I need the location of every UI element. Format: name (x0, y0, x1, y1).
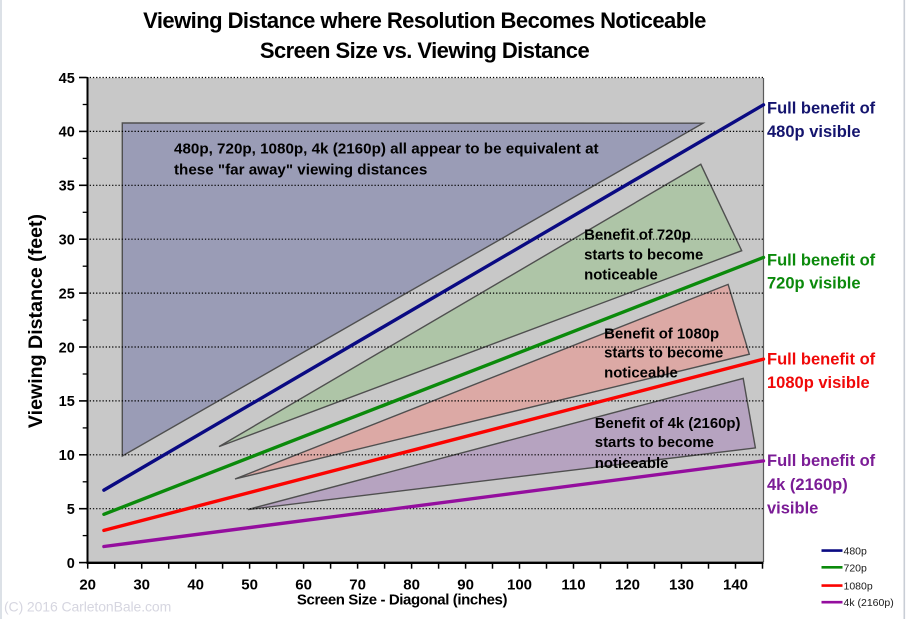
svg-text:Benefit of 4k (2160p): Benefit of 4k (2160p) (595, 416, 741, 432)
svg-text:Full benefit of: Full benefit of (767, 351, 876, 369)
svg-text:30: 30 (133, 577, 150, 594)
svg-text:10: 10 (59, 448, 75, 464)
svg-text:Full benefit of: Full benefit of (767, 252, 876, 270)
svg-text:noticeable: noticeable (604, 365, 678, 381)
svg-text:Viewing Distance where Resolut: Viewing Distance where Resolution Become… (143, 8, 706, 33)
svg-text:60: 60 (295, 577, 312, 594)
svg-text:80: 80 (403, 577, 420, 594)
svg-text:90: 90 (457, 577, 474, 594)
svg-text:480p visible: 480p visible (767, 123, 861, 141)
svg-text:480p: 480p (844, 546, 868, 558)
svg-text:1080p: 1080p (844, 581, 873, 593)
svg-text:20: 20 (59, 340, 75, 356)
svg-text:Screen Size - Diagonal (inches: Screen Size - Diagonal (inches) (297, 592, 508, 609)
svg-text:20: 20 (79, 577, 96, 594)
svg-text:40: 40 (187, 577, 204, 594)
svg-text:Benefit of 720p: Benefit of 720p (584, 228, 691, 244)
svg-text:Screen Size vs. Viewing Distan: Screen Size vs. Viewing Distance (260, 38, 590, 63)
svg-text:(C) 2016 CarletonBale.com: (C) 2016 CarletonBale.com (4, 599, 171, 615)
svg-text:720p visible: 720p visible (767, 275, 861, 293)
svg-text:Viewing Distance (feet): Viewing Distance (feet) (25, 214, 47, 428)
svg-text:480p, 720p, 1080p, 4k (2160p): 480p, 720p, 1080p, 4k (2160p) all appear… (174, 141, 599, 158)
svg-text:100: 100 (507, 577, 532, 594)
svg-text:these "far away" viewing dista: these "far away" viewing distances (174, 161, 427, 178)
svg-text:Benefit of 1080p: Benefit of 1080p (604, 327, 719, 343)
svg-text:40: 40 (59, 125, 75, 141)
svg-text:130: 130 (669, 577, 694, 594)
svg-text:25: 25 (59, 286, 75, 302)
svg-text:50: 50 (241, 577, 258, 594)
svg-text:1080p visible: 1080p visible (767, 374, 870, 392)
svg-text:starts to become: starts to become (604, 346, 723, 362)
svg-text:70: 70 (349, 577, 366, 594)
svg-text:4k (2160p): 4k (2160p) (844, 597, 894, 609)
svg-text:Full benefit of: Full benefit of (767, 452, 876, 470)
svg-text:110: 110 (561, 577, 585, 594)
svg-text:starts to become: starts to become (584, 247, 703, 263)
svg-text:noticeable: noticeable (584, 268, 658, 284)
svg-text:noticeable: noticeable (595, 456, 669, 472)
svg-text:140: 140 (723, 577, 748, 594)
svg-text:15: 15 (59, 394, 75, 410)
svg-text:30: 30 (59, 233, 75, 249)
svg-text:5: 5 (67, 502, 75, 518)
svg-text:0: 0 (67, 556, 75, 572)
svg-text:Full benefit of: Full benefit of (767, 100, 876, 118)
svg-text:4k (2160p): 4k (2160p) (767, 476, 848, 494)
svg-text:starts to become: starts to become (595, 435, 714, 451)
svg-text:120: 120 (615, 577, 640, 594)
svg-text:720p: 720p (844, 562, 868, 574)
svg-text:visible: visible (767, 500, 818, 518)
svg-text:35: 35 (59, 179, 75, 195)
svg-text:45: 45 (59, 71, 75, 87)
